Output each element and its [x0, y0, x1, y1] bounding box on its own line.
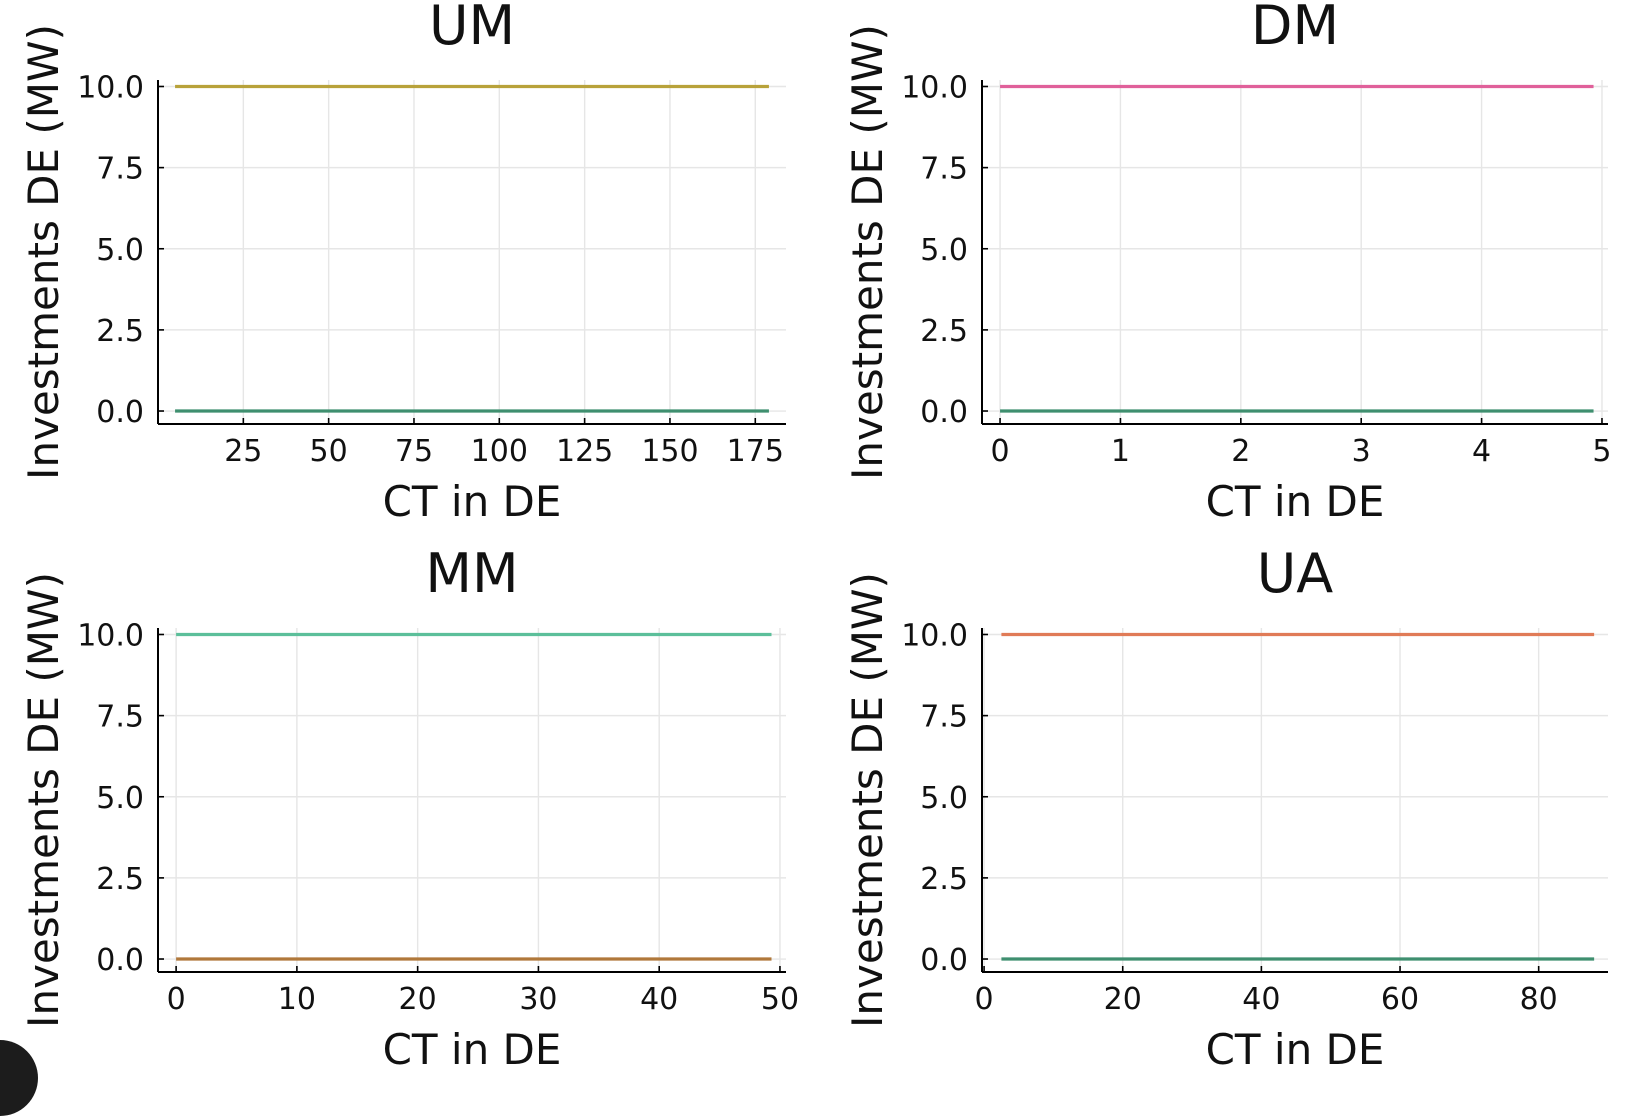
- x-tick-label: 60: [1381, 982, 1419, 1017]
- y-tick-label: 0.0: [96, 943, 144, 978]
- chart-panel-um: 25 50 75 100 125 150 175 0.0 2.5 5.0 7.5 10.0 UM CT i…: [19, 0, 786, 526]
- x-tick-label: 5: [1592, 434, 1611, 469]
- x-tick-label: 150: [641, 434, 698, 469]
- panel-title: DM: [1251, 0, 1339, 57]
- x-axis-title: CT in DE: [1206, 477, 1385, 526]
- x-axis-title: CT in DE: [383, 1025, 562, 1074]
- y-tick-label: 10.0: [77, 618, 144, 653]
- x-tick-label: 3: [1352, 434, 1371, 469]
- x-tick-label: 50: [761, 982, 799, 1017]
- x-tick-label: 125: [556, 434, 613, 469]
- y-tick-label: 2.5: [96, 314, 144, 349]
- x-tick-label: 4: [1472, 434, 1491, 469]
- y-tick-label: 5.0: [96, 781, 144, 816]
- x-tick-label: 25: [224, 434, 262, 469]
- y-tick-label: 10.0: [901, 618, 968, 653]
- x-tick-label: 50: [310, 434, 348, 469]
- y-tick-label: 0.0: [96, 395, 144, 430]
- y-tick-label: 2.5: [920, 862, 968, 897]
- x-tick-label: 20: [1104, 982, 1142, 1017]
- y-axis-title: Investments DE (MW): [19, 572, 68, 1028]
- x-tick-label: 100: [471, 434, 528, 469]
- chart-panel-dm: 0 1 2 3 4 5 0.0 2.5 5.0 7.5 10.0 DM CT in DE Investme…: [843, 0, 1612, 526]
- y-tick-label: 7.5: [920, 152, 968, 187]
- panel-title: MM: [425, 542, 518, 605]
- y-tick-label: 5.0: [96, 233, 144, 268]
- x-tick-label: 80: [1520, 982, 1558, 1017]
- x-tick-label: 175: [727, 434, 784, 469]
- y-tick-label: 7.5: [96, 700, 144, 735]
- y-tick-label: 0.0: [920, 943, 968, 978]
- x-tick-label: 40: [640, 982, 678, 1017]
- x-tick-label: 2: [1231, 434, 1250, 469]
- chart-panel-mm: 0 10 20 30 40 50 0.0 2.5 5.0 7.5 10.0 MM CT in DE Inv…: [19, 542, 799, 1074]
- x-tick-label: 30: [519, 982, 557, 1017]
- x-axis-title: CT in DE: [1206, 1025, 1385, 1074]
- y-tick-label: 10.0: [77, 70, 144, 105]
- x-tick-label: 75: [395, 434, 433, 469]
- chart-panel-ua: 0 20 40 60 80 0.0 2.5 5.0 7.5 10.0 UA CT in DE Inves…: [843, 542, 1608, 1074]
- y-axis-title: Investments DE (MW): [19, 24, 68, 480]
- y-tick-label: 2.5: [96, 862, 144, 897]
- y-tick-label: 7.5: [920, 700, 968, 735]
- y-tick-label: 10.0: [901, 70, 968, 105]
- y-tick-label: 2.5: [920, 314, 968, 349]
- panel-title: UA: [1257, 542, 1334, 605]
- y-tick-label: 5.0: [920, 233, 968, 268]
- y-tick-label: 7.5: [96, 152, 144, 187]
- x-axis-title: CT in DE: [383, 477, 562, 526]
- x-tick-label: 1: [1111, 434, 1130, 469]
- x-tick-label: 40: [1242, 982, 1280, 1017]
- y-tick-label: 5.0: [920, 781, 968, 816]
- x-tick-label: 0: [991, 434, 1010, 469]
- y-axis-title: Investments DE (MW): [843, 24, 892, 480]
- x-tick-label: 20: [399, 982, 437, 1017]
- y-tick-label: 0.0: [920, 395, 968, 430]
- panel-title: UM: [429, 0, 515, 57]
- y-axis-title: Investments DE (MW): [843, 572, 892, 1028]
- x-tick-label: 0: [167, 982, 186, 1017]
- x-tick-label: 0: [975, 982, 994, 1017]
- x-tick-label: 10: [278, 982, 316, 1017]
